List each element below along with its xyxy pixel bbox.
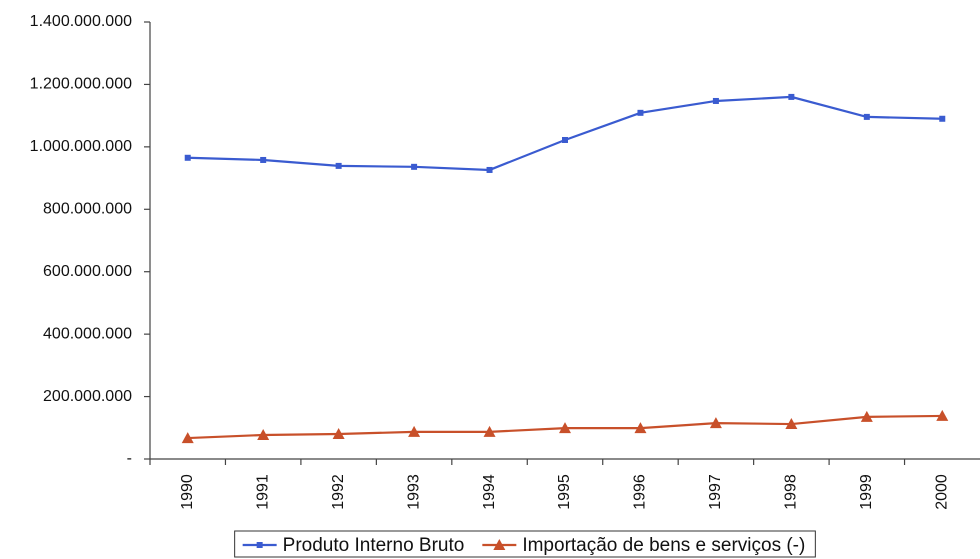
data-point: [486, 166, 493, 173]
x-tick-label: 1995: [556, 474, 573, 510]
data-point: [332, 428, 345, 440]
x-tick-label: 1992: [330, 474, 347, 510]
legend: Produto Interno Bruto Importação de bens …: [234, 530, 816, 558]
x-tick-label: 1990: [179, 474, 196, 510]
x-tick-label: 1991: [254, 474, 271, 510]
data-point: [559, 422, 571, 434]
legend-label: Importação de bens e serviços (-): [522, 535, 805, 556]
series-line: [187, 95, 943, 172]
legend-box: [234, 530, 816, 558]
x-tick-label: 1993: [405, 474, 422, 510]
data-point: [493, 539, 506, 550]
data-point: [562, 136, 568, 143]
x-tick-label: 1999: [858, 474, 875, 510]
data-point: [181, 432, 194, 444]
x-tick-label: 1998: [783, 474, 800, 510]
data-point: [483, 425, 496, 437]
legend-label: Produto Interno Bruto: [283, 535, 465, 556]
data-point: [634, 422, 647, 434]
y-tick-label: 800.000.000: [43, 201, 132, 218]
y-tick-label: 600.000.000: [43, 263, 132, 280]
data-point: [257, 428, 270, 440]
y-tick-label: 200.000.000: [43, 388, 132, 405]
data-point: [709, 417, 722, 429]
data-point: [788, 93, 795, 100]
data-point: [785, 418, 798, 430]
x-tick-label: 1994: [481, 474, 498, 510]
data-point: [863, 113, 870, 120]
data-point: [712, 97, 719, 104]
data-point: [860, 410, 873, 422]
data-point: [637, 109, 644, 116]
x-tick-label: 1997: [707, 474, 724, 510]
x-tick-label: 1996: [632, 474, 649, 510]
data-point: [411, 163, 418, 170]
y-tick-label: 1.200.000.000: [30, 76, 132, 93]
data-point: [260, 156, 267, 163]
data-point: [256, 542, 263, 548]
y-tick-label: 1.000.000.000: [30, 138, 132, 155]
y-tick-label: -: [127, 450, 132, 467]
data-point: [939, 115, 946, 122]
data-point: [335, 162, 342, 169]
y-tick-label: 400.000.000: [43, 325, 132, 342]
y-tick-label: 1.400.000.000: [30, 13, 132, 30]
data-point: [936, 409, 949, 421]
data-point: [184, 154, 191, 161]
data-point: [408, 425, 421, 437]
x-tick-label: 2000: [933, 474, 950, 510]
